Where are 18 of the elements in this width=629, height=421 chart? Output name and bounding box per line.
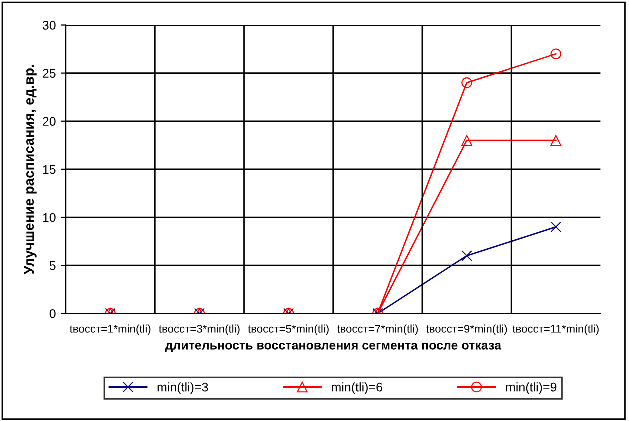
legend-label: min(tli)=3 — [158, 382, 208, 394]
y-tick-label: 30 — [42, 21, 56, 30]
y-tick-label: 5 — [50, 262, 56, 270]
x-tick-label: tвосст=11*min(tli) — [512, 324, 599, 336]
y-tick-label: 10 — [43, 213, 56, 222]
y-tick-label: 15 — [43, 165, 56, 174]
x-tick-label: tвосст=9*min(tli) — [426, 324, 508, 336]
x-tick-label: tвосст=1*min(tli) — [70, 324, 151, 336]
y-tick-label: 25 — [43, 69, 56, 78]
x-tick-label: tвосст=5*min(tli) — [248, 324, 329, 336]
x-tick-label: tвосст=7*min(tli) — [337, 324, 418, 336]
y-tick-label: 0 — [50, 309, 56, 318]
legend-label: min(tli)=6 — [332, 382, 382, 394]
x-axis-title: длительность восстановления сегмента после отказа — [165, 343, 502, 352]
x-tick-label: tвосст=3*min(tli) — [159, 324, 240, 336]
y-axis-title: Улучшение расписания, ед.вр. — [24, 65, 37, 275]
legend-label: min(tli)=9 — [506, 382, 557, 394]
y-tick-label: 20 — [43, 117, 56, 126]
